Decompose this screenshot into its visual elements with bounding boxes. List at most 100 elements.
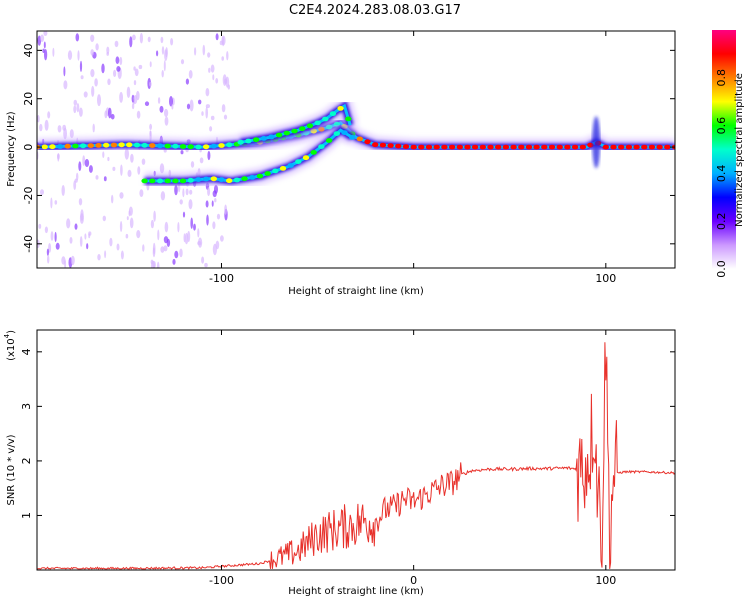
ridge-blob: [279, 166, 287, 171]
noise-speck: [183, 233, 186, 243]
ridge-blob: [156, 143, 164, 149]
noise-speck: [166, 238, 171, 247]
noise-speck: [133, 66, 136, 71]
noise-speck: [205, 88, 210, 97]
x-tick-label: 100: [595, 272, 616, 285]
noise-speck: [76, 103, 80, 113]
noise-speck: [63, 66, 66, 77]
snr-line: [37, 342, 675, 570]
ridge-blob: [299, 126, 306, 132]
ridge-blob: [172, 143, 179, 149]
noise-speck: [133, 80, 137, 86]
noise-speck: [86, 243, 89, 250]
ridge-blob: [310, 150, 317, 155]
ridge-blob: [275, 132, 283, 138]
ridge-blob: [395, 143, 402, 149]
noise-speck: [142, 244, 145, 252]
noise-speck: [163, 60, 166, 72]
ridge-blob: [103, 142, 110, 148]
noise-speck: [57, 125, 62, 133]
noise-speck: [219, 40, 223, 46]
noise-speck: [149, 81, 152, 87]
noise-speck: [119, 192, 124, 199]
noise-speck: [42, 48, 45, 53]
ridge-blob: [164, 178, 171, 184]
noise-speck: [90, 69, 95, 78]
ridge-blob: [87, 143, 95, 149]
ridge-blob: [95, 143, 102, 148]
colorbar-ticks: 0.0 0.2 0.4 0.6 0.8: [715, 69, 728, 278]
x-tick-label: 100: [595, 574, 616, 587]
noise-speck: [73, 180, 77, 190]
ridge-blob: [291, 128, 298, 134]
ridge-blob: [179, 144, 187, 149]
noise-speck: [120, 250, 124, 260]
ridge-blob: [641, 144, 648, 150]
snr-panel: -100 0 100 1 2 3 4 Height of straight line (km…: [3, 329, 676, 597]
snr-content: [37, 342, 675, 570]
noise-speck: [50, 231, 54, 241]
noise-speck: [185, 188, 189, 196]
noise-speck: [184, 232, 189, 245]
noise-speck: [163, 245, 168, 252]
ridge-blob: [195, 144, 202, 150]
ridge-blob: [518, 144, 525, 150]
noise-speck: [188, 70, 193, 79]
ridge-blob: [510, 144, 517, 150]
noise-speck: [160, 191, 166, 201]
noise-speck: [74, 223, 78, 230]
noise-speck: [156, 50, 159, 57]
noise-speck: [210, 64, 215, 73]
noise-speck: [48, 243, 52, 253]
noise-speck: [107, 156, 110, 162]
noise-speck: [185, 78, 189, 85]
noise-speck: [76, 172, 79, 181]
ridge-blob: [625, 144, 633, 150]
noise-speck: [120, 164, 123, 176]
noise-speck: [116, 66, 121, 72]
noise-speck: [216, 213, 221, 220]
ridge-blob: [218, 143, 225, 148]
ridge-blob: [49, 144, 56, 150]
ridge-blob: [364, 139, 371, 145]
noise-speck: [80, 209, 84, 221]
ridge-blob: [302, 155, 310, 161]
spectrogram-xlabel: Height of straight line (km): [288, 286, 424, 297]
colorbar-tick-label: 0.6: [715, 117, 728, 135]
ridge-blob: [564, 144, 571, 150]
snr-multiplier-close: ): [6, 330, 17, 334]
noise-speck: [47, 255, 50, 264]
ridge-blob: [79, 143, 87, 149]
ridge-blob: [633, 144, 640, 150]
ridge-blob: [587, 142, 594, 148]
ridge-blob: [495, 144, 502, 150]
noise-speck: [212, 74, 215, 81]
noise-speck: [106, 46, 110, 54]
noise-speck: [78, 198, 83, 206]
spike-mark: [592, 116, 601, 169]
snr-multiplier: (x104): [3, 330, 17, 361]
y-tick-label: 3: [20, 403, 33, 410]
noise-speck: [40, 34, 45, 42]
noise-speck: [206, 214, 209, 226]
ridge-blob: [402, 144, 410, 150]
noise-speck: [212, 221, 216, 230]
noise-speck: [202, 44, 206, 56]
noise-speck: [61, 256, 66, 265]
snr-multiplier-exp: 4: [3, 333, 11, 338]
ridge-blob: [237, 139, 244, 145]
colorbar: 0.0 0.2 0.4 0.6 0.8 Normalized spectral ampl…: [712, 30, 745, 278]
noise-speck: [79, 236, 83, 247]
ridge-blob: [272, 168, 279, 174]
ridge-blob: [329, 111, 337, 117]
noise-speck: [172, 258, 176, 265]
noise-speck: [92, 123, 95, 133]
ridge-blob: [126, 142, 133, 148]
ridge-blob: [341, 130, 348, 136]
ridge-blob: [571, 144, 579, 150]
noise-speck: [47, 111, 51, 119]
noise-speck: [138, 64, 143, 70]
spectrogram-spike: [592, 116, 601, 169]
ridge-blob: [110, 142, 118, 148]
ridge-blob: [664, 144, 671, 150]
